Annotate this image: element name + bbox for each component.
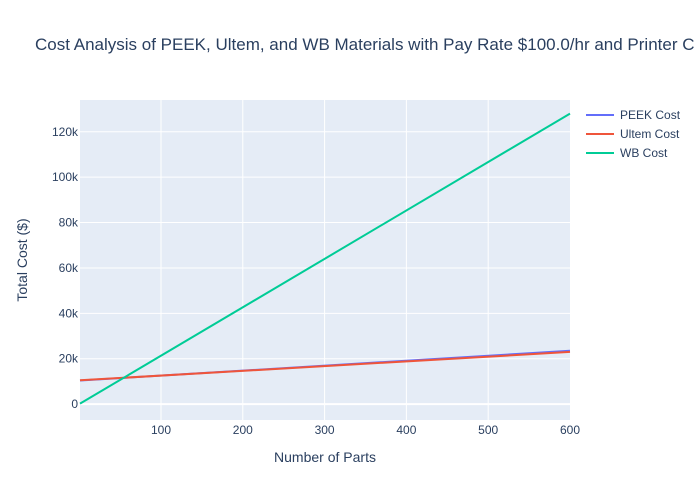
legend[interactable]: PEEK Cost Ultem Cost WB Cost (586, 108, 681, 160)
x-tick-label: 200 (233, 423, 253, 437)
legend-label: PEEK Cost (620, 108, 681, 122)
x-axis-ticks: 100 200 300 400 500 600 (151, 423, 580, 437)
y-tick-label: 0 (71, 397, 78, 411)
y-tick-label: 100k (52, 170, 79, 184)
legend-label: Ultem Cost (620, 127, 680, 141)
x-tick-label: 400 (396, 423, 416, 437)
y-axis-ticks: 0 20k 40k 60k 80k 100k 120k (52, 125, 79, 411)
y-axis-title: Total Cost ($) (14, 218, 30, 301)
chart-title: Cost Analysis of PEEK, Ultem, and WB Mat… (35, 35, 695, 54)
legend-item-peek-cost[interactable]: PEEK Cost (586, 108, 681, 122)
y-tick-label: 20k (59, 352, 79, 366)
legend-label: WB Cost (620, 146, 668, 160)
x-axis-title: Number of Parts (274, 449, 376, 465)
x-tick-label: 100 (151, 423, 171, 437)
legend-item-ultem-cost[interactable]: Ultem Cost (586, 127, 680, 141)
series-line-ultem-cost (79, 350, 571, 382)
series-lines (79, 112, 571, 405)
x-tick-label: 300 (315, 423, 335, 437)
legend-item-wb-cost[interactable]: WB Cost (586, 146, 668, 160)
series-line-wb-cost (79, 112, 571, 405)
y-tick-label: 60k (59, 261, 79, 275)
y-tick-label: 40k (59, 306, 79, 320)
x-tick-label: 600 (560, 423, 580, 437)
y-tick-label: 120k (52, 125, 79, 139)
y-tick-label: 80k (59, 216, 79, 230)
x-tick-label: 500 (478, 423, 498, 437)
